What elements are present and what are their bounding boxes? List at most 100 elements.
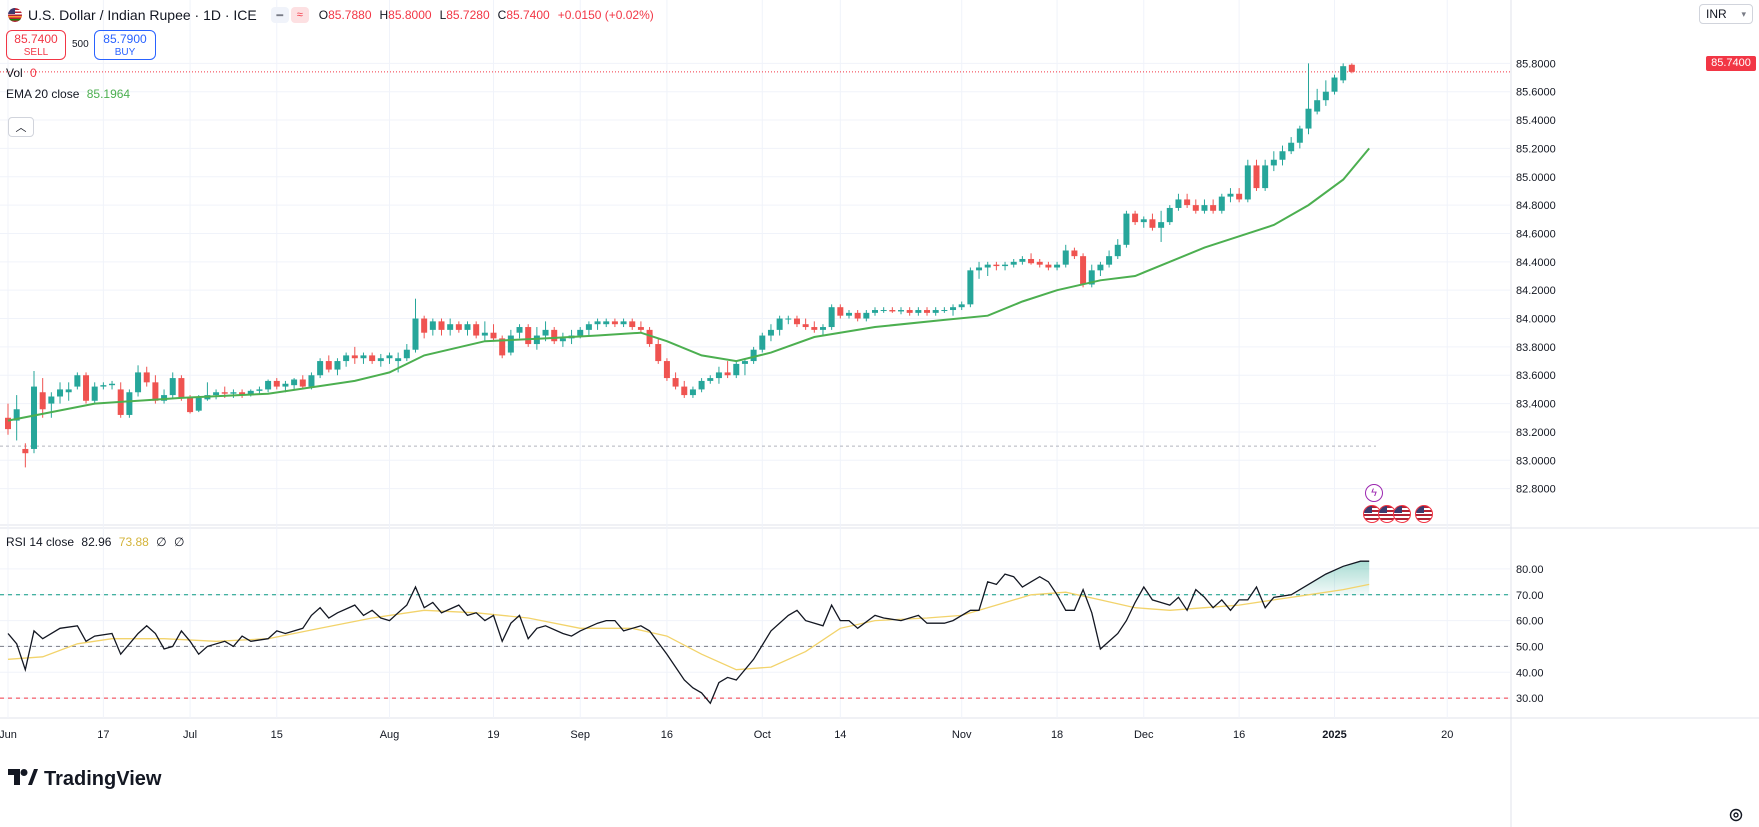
candle-body xyxy=(1071,250,1078,257)
buy-button[interactable]: 85.7900 BUY xyxy=(94,30,156,60)
sell-price: 85.7400 xyxy=(14,32,58,46)
candle-body xyxy=(698,380,705,390)
candle-body xyxy=(637,327,644,330)
candle-body xyxy=(863,312,870,319)
us-flag-event-icon[interactable] xyxy=(1415,505,1433,523)
candle-body xyxy=(1149,219,1156,228)
candle-body xyxy=(924,310,931,313)
candle-body xyxy=(1279,151,1286,160)
candle-body xyxy=(1123,213,1130,245)
spread-value: 500 xyxy=(72,39,89,50)
candle-body xyxy=(603,321,610,325)
candle-body xyxy=(507,335,514,353)
candle-body xyxy=(438,321,445,330)
time-tick-label: Sep xyxy=(570,729,590,741)
high-value: 85.8000 xyxy=(388,8,432,22)
event-markers xyxy=(1363,505,1433,523)
rsi-tick-label: 40.00 xyxy=(1516,667,1544,679)
candle-body xyxy=(845,312,852,316)
candle-body xyxy=(906,310,913,313)
candle-body xyxy=(351,355,358,359)
candle-body xyxy=(91,386,98,401)
volume-legend[interactable]: Vol 0 xyxy=(6,66,37,80)
candle-body xyxy=(187,397,194,413)
time-tick-label: Jul xyxy=(183,729,197,741)
low-value: 85.7280 xyxy=(446,8,490,22)
price-pane xyxy=(0,63,1510,468)
sell-button[interactable]: 85.7400 SELL xyxy=(6,30,66,60)
candle-body xyxy=(1080,256,1087,285)
candle-body xyxy=(932,310,939,313)
rsi-tick-label: 80.00 xyxy=(1516,564,1544,576)
candle-body xyxy=(195,397,202,411)
candle-body xyxy=(707,378,714,381)
candle-body xyxy=(941,310,948,312)
price-tick-label: 83.2000 xyxy=(1516,427,1556,439)
compare-toggle[interactable]: ≈ xyxy=(290,7,309,23)
time-tick-label: Nov xyxy=(952,729,972,741)
candle-body xyxy=(1227,193,1234,197)
candle-body xyxy=(421,318,428,333)
candle-body xyxy=(100,385,107,387)
lightning-event-icon[interactable]: ϟ xyxy=(1365,484,1383,502)
candle-body xyxy=(412,318,419,350)
candle-body xyxy=(299,379,306,387)
currency-selector[interactable]: INR ▾ xyxy=(1699,4,1753,24)
price-tick-label: 83.0000 xyxy=(1516,455,1556,467)
candle-body xyxy=(1088,270,1095,285)
candle-body xyxy=(828,307,835,328)
candle-body xyxy=(230,392,237,394)
candle-body xyxy=(663,361,670,379)
ema-value: 85.1964 xyxy=(86,87,131,101)
candle-body xyxy=(1210,205,1217,211)
candle-body xyxy=(585,324,592,330)
currency-label: INR xyxy=(1706,7,1727,21)
candle-body xyxy=(950,307,957,311)
price-tick-label: 84.0000 xyxy=(1516,314,1556,326)
candle-body xyxy=(689,389,696,396)
ema-legend[interactable]: EMA 20 close 85.1964 xyxy=(6,87,130,101)
candle-body xyxy=(1322,91,1329,101)
candle-body xyxy=(1054,264,1061,268)
candle-body xyxy=(1166,207,1173,223)
candle-body xyxy=(976,267,983,271)
candle-body xyxy=(681,386,688,396)
settings-gear-icon[interactable] xyxy=(1727,806,1745,824)
candle-body xyxy=(213,392,220,396)
rsi-label: RSI 14 close xyxy=(6,535,75,549)
axes: 85.8000 85.6000 85.4000 85.2000 85.0000 84.80… xyxy=(0,58,1556,741)
candle-body xyxy=(819,327,826,330)
candle-body xyxy=(880,310,887,312)
candle-body xyxy=(594,321,601,325)
rsi-legend[interactable]: RSI 14 close 82.96 73.88 ∅ ∅ xyxy=(6,535,184,549)
vol-label: Vol xyxy=(6,66,23,80)
symbol-title[interactable]: U.S. Dollar / Indian Rupee · 1D · ICE xyxy=(28,7,257,23)
candle-body xyxy=(473,324,480,336)
close-value: 85.7400 xyxy=(506,8,550,22)
candle-body xyxy=(759,335,766,350)
tradingview-logo[interactable]: TradingView xyxy=(8,768,161,791)
candle-body xyxy=(429,321,436,330)
candle-body xyxy=(1114,244,1121,257)
rsi-pane xyxy=(0,560,1510,705)
candle-body xyxy=(109,383,116,386)
collapse-legend-button[interactable]: ︿ xyxy=(8,117,34,137)
price-tick-label: 83.4000 xyxy=(1516,399,1556,411)
time-tick-label: Oct xyxy=(754,729,771,741)
price-tick-label: 85.0000 xyxy=(1516,172,1556,184)
candle-body xyxy=(499,338,506,356)
time-tick-label: 20 xyxy=(1441,729,1453,741)
time-tick-label: 18 xyxy=(1051,729,1063,741)
candle-body xyxy=(793,318,800,325)
candle-body xyxy=(785,318,792,320)
candle-body xyxy=(854,312,861,319)
candle-body xyxy=(247,390,254,396)
change-value: +0.0150 (+0.02%) xyxy=(557,8,654,22)
price-tick-label: 85.6000 xyxy=(1516,87,1556,99)
candle-body xyxy=(1036,261,1043,265)
candle-body xyxy=(403,349,410,359)
us-flag-event-icon[interactable] xyxy=(1393,505,1411,523)
chart-type-toggle[interactable]: ━ xyxy=(270,7,289,23)
candle-body xyxy=(386,355,393,359)
